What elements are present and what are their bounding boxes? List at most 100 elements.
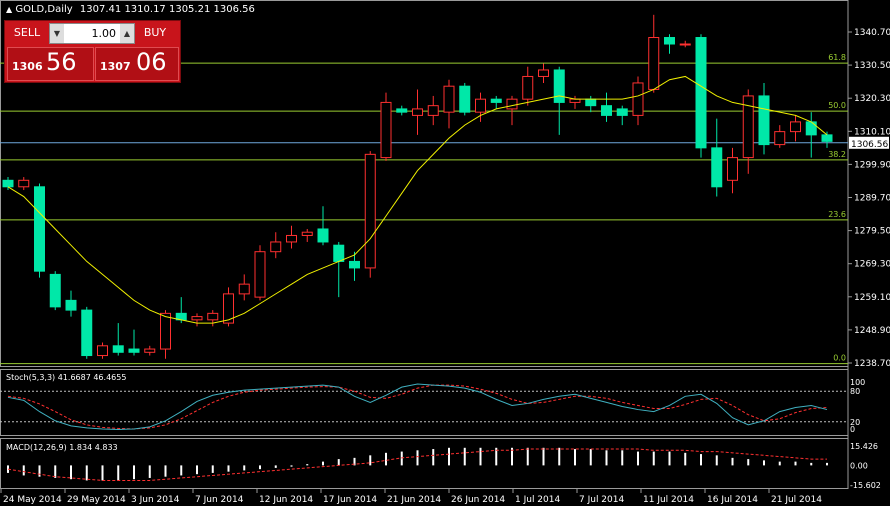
triangle-icon[interactable]: ▲ [6,5,13,14]
candle-body [112,345,124,353]
date-tick-label: 3 Jun 2014 [131,495,180,505]
fib-level-label: 38.2 [828,150,846,159]
candle-body [18,179,30,188]
candle-body [301,231,313,236]
price-tick-label: 1289.70 [854,194,890,204]
macd-axis-label: 15.426 [850,442,878,451]
macd-axis-label: -15.602 [850,481,881,490]
candle-body [223,293,234,324]
candle-body [333,244,345,262]
candle-body [97,345,108,357]
one-click-trade-panel: SELL ▼ 1.00 ▲ BUY 1306 56 1307 06 [4,20,181,83]
candle-body [742,95,754,159]
candle-body [774,131,786,146]
candle-body [443,85,455,113]
buy-price-box[interactable]: 1307 06 [95,47,179,81]
lot-size-input[interactable]: 1.00 [91,27,117,40]
candle-body [538,69,549,77]
candle-body [616,108,628,116]
candle-body [664,37,675,45]
candle-body [238,283,250,295]
candle-body [758,95,770,146]
chart-header: ▲ GOLD,Daily 1307.41 1310.17 1305.21 130… [6,4,255,15]
candle-body [727,157,738,181]
candle-body [506,98,518,110]
date-tick-label: 1 Jul 2014 [515,495,560,505]
candle-body [286,234,297,243]
stoch-axis-label: 0 [850,425,855,434]
stoch-main-line [7,383,828,430]
stoch-axis-label: 80 [850,387,860,396]
date-tick-label: 16 Jul 2014 [707,495,758,505]
candle-body [427,105,439,116]
candle-body [65,299,77,311]
panel-frame [0,369,849,436]
panel-frame [0,438,849,489]
buy-button[interactable]: BUY [143,26,167,39]
date-tick-label: 11 Jul 2014 [643,495,694,505]
price-tick-label: 1310.10 [854,127,890,137]
candle-body [160,312,171,350]
fib-level-label: 23.6 [828,210,846,219]
date-tick-label: 24 May 2014 [3,495,62,505]
candle-body [632,82,644,116]
sell-price-small: 1306 [12,60,43,73]
price-tick-label: 1238.70 [854,359,890,369]
chevron-up-icon[interactable]: ▲ [120,24,134,43]
current-price-label: 1306.56 [851,140,888,150]
candle-body [821,134,833,142]
price-tick-label: 1259.10 [854,293,890,303]
candle-body [805,121,817,136]
date-tick-label: 17 Jun 2014 [323,495,377,505]
date-tick-label: 7 Jun 2014 [195,495,244,505]
candle-body [128,348,140,353]
fib-level-label: 50.0 [828,101,846,110]
sell-price-box[interactable]: 1306 56 [7,47,94,81]
price-tick-label: 1299.90 [854,160,890,170]
candle-body [270,241,282,253]
candle-body [648,37,660,90]
price-tick-label: 1330.50 [854,61,890,71]
price-tick-label: 1320.30 [854,94,890,104]
price-tick-label: 1248.90 [854,326,890,336]
price-tick-label: 1340.70 [854,28,890,38]
candle-body [601,105,612,116]
date-tick-label: 26 Jun 2014 [451,495,505,505]
price-tick-label: 1269.30 [854,260,890,270]
candle-body [34,186,45,272]
chevron-down-icon[interactable]: ▼ [50,24,64,43]
stoch-axis-label: 20 [850,418,860,427]
candle-body [553,69,565,103]
candle-body [191,316,203,321]
candle-body [490,98,502,103]
candle-body [585,98,597,107]
candle-body [459,85,471,113]
candle-body [317,228,329,243]
candle-body [396,108,408,113]
date-tick-label: 12 Jun 2014 [259,495,313,505]
symbol-label: GOLD,Daily [15,4,73,15]
candle-body [2,179,14,188]
candle-body [790,121,801,133]
date-tick-label: 29 May 2014 [67,495,126,505]
candle-body [81,309,93,357]
stoch-axis-label: 100 [850,378,865,387]
lot-size-stepper[interactable]: ▼ 1.00 ▲ [49,23,135,44]
stoch-label: Stoch(5,3,3) 41.6687 46.4655 [6,373,126,382]
macd-axis-label: 0.00 [850,461,868,470]
ohlc-values: 1307.41 1310.17 1305.21 1306.56 [79,4,255,15]
candle-body [349,260,360,269]
candle-body [412,108,423,116]
date-tick-label: 21 Jul 2014 [771,495,822,505]
macd-signal-line [7,448,827,481]
candle-body [49,273,61,308]
current-price-tag [849,136,889,149]
fib-level-label: 0.0 [833,354,846,363]
buy-price-small: 1307 [100,60,131,73]
candle-body [144,348,156,353]
fib-level-label: 61.8 [828,53,846,62]
sell-button[interactable]: SELL [13,26,41,39]
moving-average-line [7,75,828,324]
candle-body [695,37,707,149]
